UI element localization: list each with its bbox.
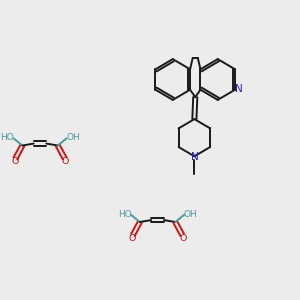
Text: O: O <box>11 158 19 166</box>
Text: O: O <box>179 234 187 243</box>
Text: OH: OH <box>184 209 197 218</box>
Text: O: O <box>62 158 69 166</box>
Text: HO: HO <box>118 209 131 218</box>
Text: N: N <box>190 152 198 162</box>
Text: N: N <box>235 84 243 94</box>
Text: O: O <box>129 234 136 243</box>
Text: HO: HO <box>0 133 14 142</box>
Text: OH: OH <box>66 133 80 142</box>
